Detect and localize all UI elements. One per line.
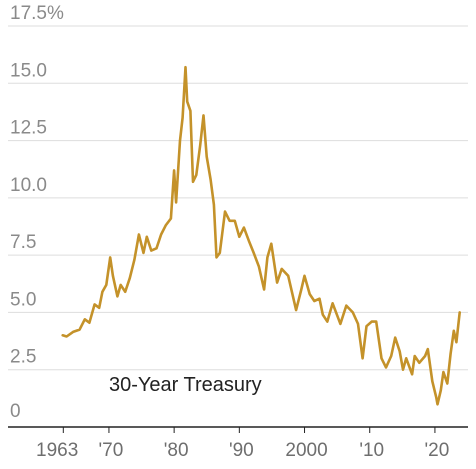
x-tick-label: '80 — [164, 440, 189, 461]
y-tick-label: 17.5% — [10, 3, 64, 24]
x-tick-label: '10 — [359, 440, 384, 461]
y-tick-labels: 0 2.5 5.0 7.5 10.0 12.5 15.0 17.5% — [10, 3, 64, 422]
x-tick-label: 2000 — [285, 440, 327, 461]
x-tick-label: 1963 — [36, 440, 78, 461]
x-tick-label: '90 — [229, 440, 254, 461]
series-label: 30-Year Treasury — [109, 374, 262, 396]
y-tick-label: 10.0 — [10, 175, 47, 196]
y-tick-label: 5.0 — [10, 289, 36, 310]
x-tick-label: '20 — [425, 440, 450, 461]
gridlines — [8, 25, 468, 371]
series-layer — [61, 65, 461, 406]
y-tick-label: 15.0 — [10, 60, 47, 81]
y-tick-label: 0 — [10, 401, 21, 422]
y-tick-label: 7.5 — [10, 232, 36, 253]
series-line — [61, 65, 461, 406]
x-tick-label: '70 — [99, 440, 124, 461]
y-tick-label: 12.5 — [10, 118, 47, 139]
y-tick-label: 2.5 — [10, 347, 36, 368]
x-tick-labels: 1963 '70 '80 '90 2000 '10 '20 — [36, 427, 449, 461]
